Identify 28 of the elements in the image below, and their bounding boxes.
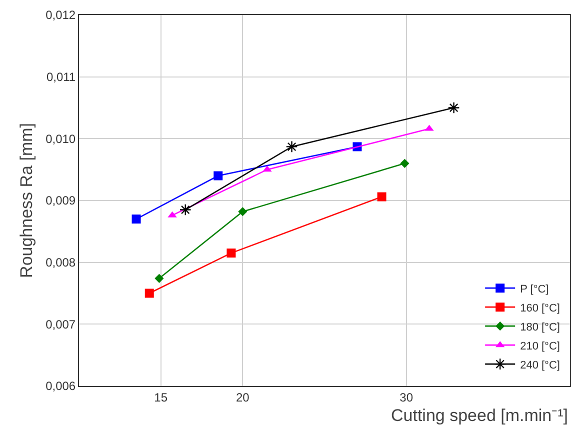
y-tick-label: 0,010 [46,132,76,146]
point [226,248,236,258]
point [144,288,154,298]
point [214,171,223,180]
x-tick-label: 15 [154,390,168,404]
x-axis-title: Cutting speed [m.min⁻¹] [391,406,568,425]
point [179,204,192,216]
point [238,207,248,216]
y-tick-label: 0,008 [46,256,76,270]
point [132,214,141,224]
y-tick-label: 0,007 [46,317,76,332]
y-tick-label: 0,012 [46,8,76,22]
x-tick-label: 20 [236,390,250,404]
point [286,140,298,153]
point [400,158,410,168]
legend-label: 240 [°C] [520,359,560,372]
y-tick-label: 0,009 [46,194,76,208]
legend-label: 160 [°C] [520,302,560,314]
y-tick-label: 0,006 [46,379,76,394]
point [154,274,164,283]
legend-label: 180 [°C] [520,321,560,334]
x-tick-label: 30 [400,390,414,404]
legend-label: 210 [°C] [520,340,560,352]
y-tick-label: 0,011 [46,70,76,84]
legend-label: P [°C] [520,283,549,296]
point [377,192,386,202]
y-axis-title: Roughness Ra [mm] [17,123,36,278]
point [448,102,460,114]
